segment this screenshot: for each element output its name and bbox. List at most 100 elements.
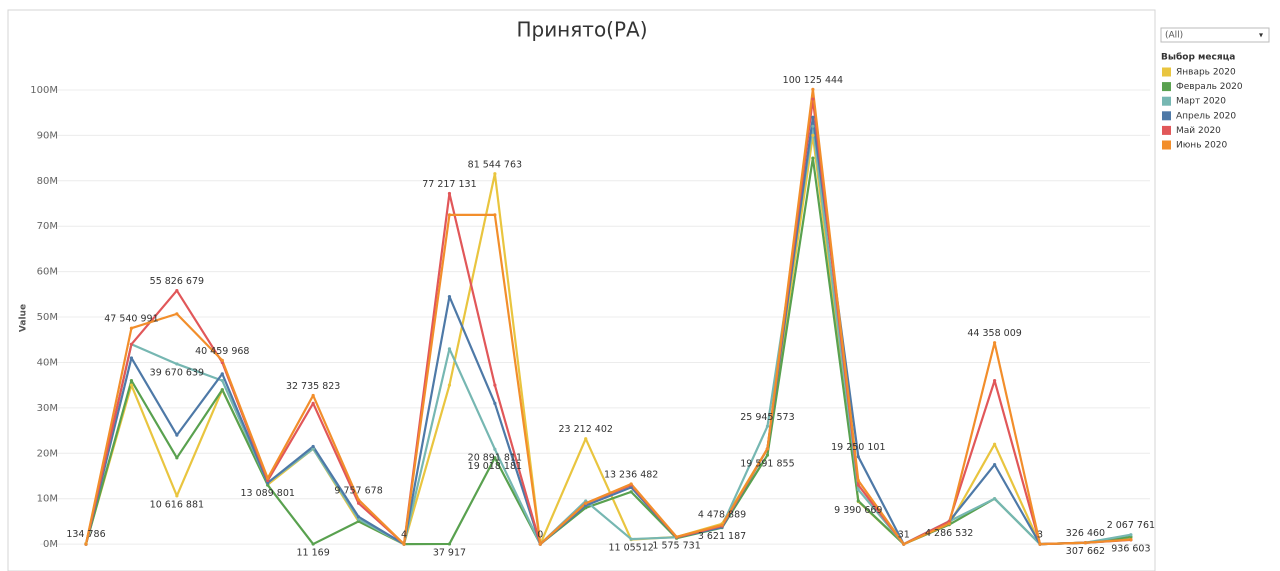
value-label: 47 540 991 <box>104 314 158 325</box>
value-label: 3 621 187 <box>698 531 746 542</box>
data-point <box>311 393 315 398</box>
value-label: 19 250 101 <box>831 442 885 453</box>
data-point <box>493 401 497 405</box>
value-label: 9 757 678 <box>334 485 382 496</box>
value-label: 13 236 482 <box>604 469 658 480</box>
data-point <box>765 447 770 451</box>
data-point <box>129 356 134 360</box>
data-point <box>811 115 815 119</box>
data-point <box>629 482 633 486</box>
data-point <box>129 379 134 383</box>
data-point <box>720 523 724 527</box>
data-point <box>356 515 361 519</box>
data-point <box>266 481 270 485</box>
data-point <box>175 362 179 366</box>
y-tick-label: 50M <box>37 312 58 323</box>
data-point <box>538 542 542 546</box>
data-point <box>129 326 134 330</box>
legend-swatch <box>1162 67 1171 77</box>
plot: 0M 10M 20M 30M 40M 50M 60M 70M 80M 90M 100M 134 786… <box>30 75 1155 559</box>
data-point <box>584 503 588 508</box>
value-label: 40 459 968 <box>195 346 249 357</box>
y-tick-label: 100M <box>30 85 58 96</box>
legend-label: Май 2020 <box>1176 126 1221 136</box>
value-label: 32 735 823 <box>286 381 340 392</box>
data-point <box>993 379 997 383</box>
value-label: 11 169 <box>297 548 330 559</box>
data-point <box>493 213 497 217</box>
y-tick-label: 70M <box>37 221 58 232</box>
data-point <box>856 455 860 459</box>
filter-dropdown[interactable] <box>1160 27 1270 43</box>
legend-label: Июнь 2020 <box>1176 141 1228 151</box>
data-point <box>856 483 860 487</box>
data-point <box>1129 537 1133 542</box>
data-point <box>266 478 270 483</box>
data-point <box>765 453 770 457</box>
value-label: 3 <box>1037 530 1043 541</box>
y-axis-label: Value <box>19 304 29 332</box>
value-label: 11 05512 <box>608 543 653 554</box>
value-label: 2 067 761 <box>1107 520 1155 531</box>
value-label: 134 786 <box>66 529 105 540</box>
value-label: 4 <box>401 530 407 541</box>
series-line <box>84 116 1131 546</box>
data-point <box>493 172 497 176</box>
y-tick-label: 60M <box>37 267 58 278</box>
legend-swatch <box>1162 82 1171 92</box>
value-label: 1 575 731 <box>652 540 700 551</box>
data-point <box>856 478 860 483</box>
data-point <box>811 97 815 101</box>
value-label: 100 125 444 <box>783 75 843 86</box>
y-tick-label: 40M <box>37 357 58 368</box>
data-point <box>220 358 224 362</box>
value-label: 77 217 131 <box>422 179 476 190</box>
data-point <box>1129 533 1133 537</box>
data-point <box>220 388 224 392</box>
data-point <box>629 537 633 541</box>
data-point <box>311 447 315 451</box>
data-point <box>266 476 270 480</box>
data-point <box>811 156 815 160</box>
data-point <box>175 456 179 460</box>
data-point <box>175 312 179 316</box>
data-point <box>129 342 134 346</box>
data-point <box>811 124 815 128</box>
legend-swatch <box>1162 140 1171 150</box>
data-point <box>311 542 315 546</box>
data-point <box>175 288 179 293</box>
data-point <box>811 87 815 92</box>
data-point <box>584 506 588 510</box>
y-tick-label: 90M <box>37 130 58 141</box>
data-point <box>447 295 452 299</box>
y-tick-label: 20M <box>37 448 58 459</box>
value-label: 39 670 639 <box>150 367 204 378</box>
data-point <box>447 213 452 217</box>
data-point <box>447 383 452 387</box>
filter-value[interactable]: (All) <box>1165 31 1183 41</box>
value-label: 23 212 402 <box>559 424 613 435</box>
data-point <box>447 347 452 351</box>
legend-title: Выбор месяца <box>1161 52 1235 63</box>
series-line <box>84 88 1131 546</box>
dropdown-arrow[interactable]: ▾ <box>1259 31 1263 40</box>
data-point <box>447 542 452 546</box>
value-label: 20 891 811 <box>468 453 522 464</box>
value-label: 9 390 669 <box>834 505 882 516</box>
data-point <box>447 191 452 196</box>
data-point <box>947 522 951 526</box>
value-label: 4 286 532 <box>925 528 973 539</box>
value-label: 25 945 573 <box>740 412 794 423</box>
value-label: 13 089 801 <box>241 488 295 499</box>
chart-title: Принято(РА) <box>516 18 647 42</box>
data-point <box>584 499 588 503</box>
legend-label: Март 2020 <box>1176 97 1226 107</box>
legend-swatch <box>1162 111 1171 121</box>
data-point <box>993 497 997 501</box>
data-point <box>311 401 315 405</box>
value-label: 0 <box>537 530 543 541</box>
data-point <box>493 456 497 460</box>
data-point <box>584 501 588 505</box>
data-point <box>266 483 270 487</box>
data-point <box>856 499 860 503</box>
